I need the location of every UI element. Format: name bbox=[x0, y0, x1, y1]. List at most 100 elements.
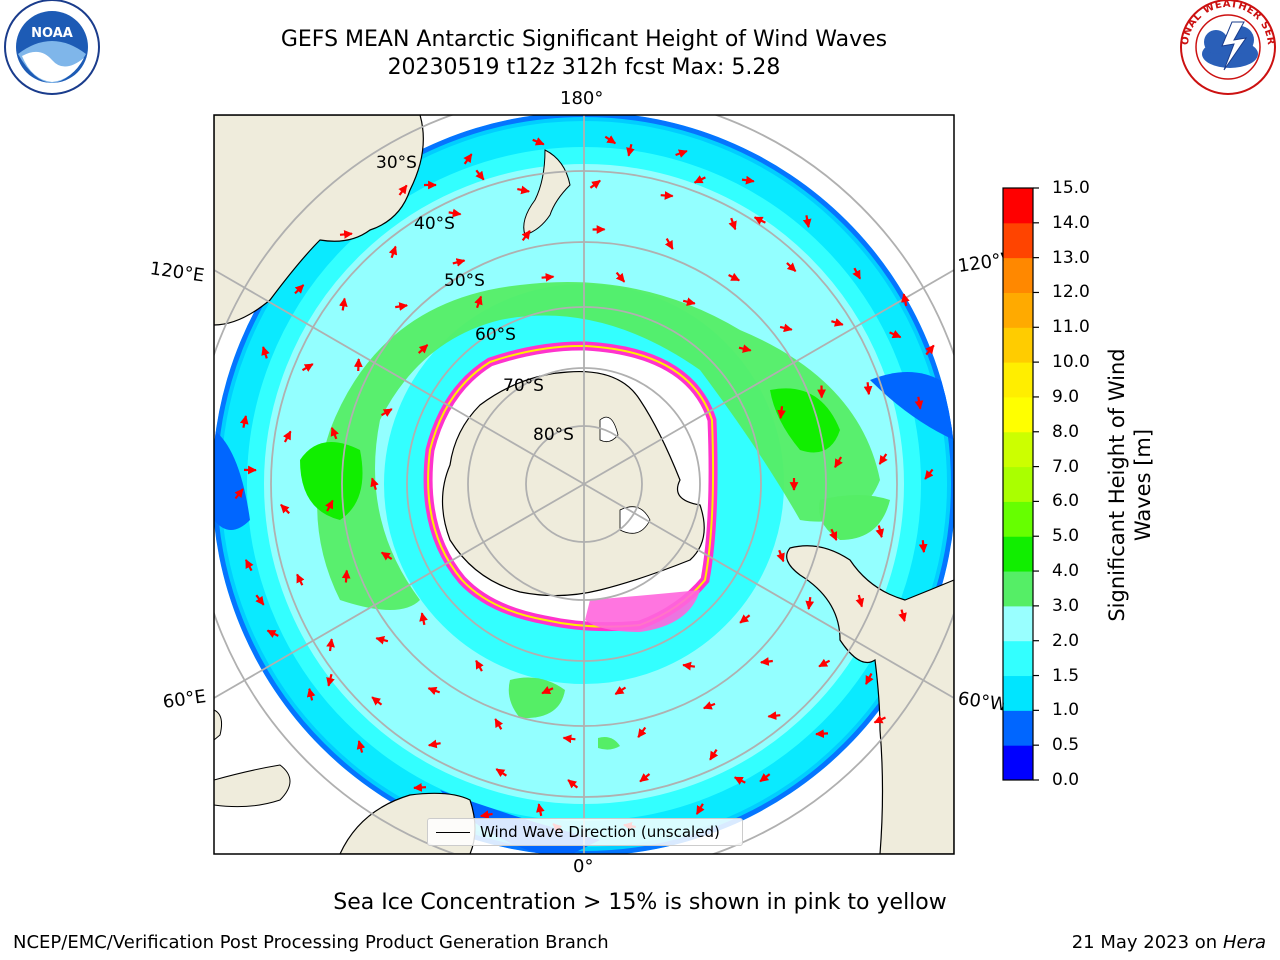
lat-label-60s: 60°S bbox=[475, 325, 516, 345]
wave-direction-arrow bbox=[818, 658, 831, 668]
wave-direction-arrow bbox=[878, 453, 888, 465]
colorbar-segment bbox=[1003, 362, 1033, 398]
wave-direction-arrow bbox=[239, 415, 249, 428]
wave-direction-arrow bbox=[541, 685, 554, 695]
wave-direction-arrow bbox=[306, 687, 316, 701]
wave-direction-arrow bbox=[388, 245, 398, 259]
wave-direction-arrow bbox=[326, 638, 335, 652]
wave-direction-arrow bbox=[427, 739, 441, 749]
south-america-landmass bbox=[786, 545, 954, 854]
wave-direction-arrow bbox=[452, 258, 466, 267]
colorbar-segment bbox=[1003, 675, 1033, 711]
lon-label-180: 180° bbox=[560, 88, 604, 109]
wave-direction-arrow bbox=[536, 803, 545, 817]
wave-direction-arrow bbox=[380, 551, 393, 561]
lat-label-40s: 40°S bbox=[414, 214, 455, 234]
wave-direction-arrow bbox=[339, 230, 353, 239]
wave-direction-arrow bbox=[767, 711, 781, 721]
nws-logo-text: NATIONAL WEATHER SERVICE bbox=[0, 0, 1276, 46]
wave-direction-arrow bbox=[831, 318, 844, 327]
wave-direction-arrow bbox=[532, 137, 545, 146]
madagascar-landmass bbox=[214, 764, 291, 808]
wave-direction-arrow bbox=[296, 573, 305, 586]
wave-direction-arrow bbox=[326, 673, 335, 687]
colorbar-tick-label: 10.0 bbox=[1052, 352, 1090, 373]
footer-credit: NCEP/EMC/Verification Post Processing Pr… bbox=[13, 932, 609, 953]
wave-direction-arrow bbox=[475, 659, 484, 672]
wave-direction-arrow bbox=[244, 559, 254, 572]
wave-direction-arrow bbox=[380, 408, 393, 417]
wave-direction-arrow bbox=[889, 329, 902, 339]
wave-direction-arrow bbox=[863, 382, 873, 396]
colorbar-tick-label: 2.0 bbox=[1052, 630, 1080, 651]
colorbar-segment bbox=[1003, 257, 1033, 293]
wave-direction-arrow bbox=[918, 540, 928, 553]
colorbar-segment bbox=[1003, 710, 1033, 746]
colorbar-segment bbox=[1003, 431, 1033, 468]
wave-direction-arrow bbox=[341, 569, 351, 583]
antarctica-landmass bbox=[441, 370, 705, 597]
colorbar-tick-label: 9.0 bbox=[1052, 386, 1080, 407]
wave-direction-arrow bbox=[261, 346, 270, 359]
svg-text:NATIONAL WEATHER SERVICE: NATIONAL WEATHER SERVICE bbox=[0, 0, 1276, 46]
colorbar-tick-label: 1.0 bbox=[1052, 700, 1080, 721]
wave-direction-arrow bbox=[463, 153, 473, 165]
chart-subtitle: 20230519 t12z 312h fcst Max: 5.28 bbox=[387, 55, 781, 80]
colorbar-tick-label: 7.0 bbox=[1052, 456, 1080, 477]
wave-direction-arrow bbox=[294, 284, 305, 295]
noaa-logo-text: NOAA bbox=[31, 26, 73, 41]
wave-direction-arrow bbox=[924, 468, 934, 480]
chart-title: GEFS MEAN Antarctic Significant Height o… bbox=[280, 27, 888, 52]
colorbar-tick-label: 6.0 bbox=[1052, 491, 1080, 512]
map-frame bbox=[213, 114, 955, 855]
wave-direction-arrow bbox=[637, 726, 647, 738]
colorbar-tick-label: 0.5 bbox=[1052, 735, 1080, 756]
wave-direction-arrow bbox=[898, 609, 907, 622]
wave-direction-arrow bbox=[417, 344, 429, 354]
wave-direction-arrow bbox=[639, 773, 651, 783]
wave-direction-arrow bbox=[330, 426, 339, 440]
wave-direction-arrow bbox=[234, 488, 244, 500]
colorbar-segment bbox=[1003, 222, 1033, 259]
colorbar-segment bbox=[1003, 466, 1033, 502]
wave-direction-arrow bbox=[413, 783, 427, 792]
colorbar-tick-label: 8.0 bbox=[1052, 421, 1080, 442]
wave-direction-arrow bbox=[834, 456, 843, 469]
wave-direction-arrow bbox=[660, 191, 674, 200]
wave-direction-arrow bbox=[301, 363, 314, 372]
wave-direction-arrow bbox=[567, 779, 579, 789]
colorbar-segment bbox=[1003, 571, 1033, 607]
colorbar-segment bbox=[1003, 640, 1033, 677]
wave-direction-arrow bbox=[517, 185, 530, 195]
wave-direction-arrow bbox=[760, 657, 773, 666]
wave-direction-arrow bbox=[266, 629, 279, 638]
colorbar bbox=[1003, 187, 1039, 781]
wave-direction-arrow bbox=[280, 503, 290, 515]
wave-direction-arrow bbox=[759, 773, 771, 783]
wave-direction-arrow bbox=[614, 686, 627, 696]
colorbar-tick-label: 12.0 bbox=[1052, 282, 1090, 303]
wave-direction-arrow bbox=[695, 803, 705, 815]
wave-direction-arrow bbox=[682, 297, 696, 306]
footer-date-text: 21 May 2023 on bbox=[1071, 932, 1218, 953]
lat-label-70s: 70°S bbox=[503, 376, 544, 396]
wave-direction-arrow bbox=[728, 272, 740, 282]
wave-direction-arrow bbox=[693, 175, 706, 184]
colorbar-segment bbox=[1003, 605, 1033, 642]
wave-direction-arrow bbox=[852, 267, 862, 280]
wave-direction-arrow bbox=[375, 635, 389, 645]
wave-direction-arrow bbox=[370, 477, 379, 491]
map-area: 30°S 40°S 50°S 60°S 70°S 80°S bbox=[214, 115, 954, 854]
wave-direction-arrow bbox=[427, 686, 441, 696]
colorbar-tick-label: 1.5 bbox=[1052, 665, 1080, 686]
colorbar-segment bbox=[1003, 536, 1033, 572]
wave-direction-arrow bbox=[398, 184, 408, 196]
latitude-labels: 30°S 40°S 50°S 60°S 70°S 80°S bbox=[376, 153, 574, 445]
wave-direction-arrow bbox=[925, 344, 935, 356]
black-line-icon bbox=[436, 831, 470, 833]
wave-direction-arrow bbox=[901, 293, 910, 307]
wave-direction-arrow bbox=[356, 740, 366, 753]
wave-direction-arrow bbox=[395, 302, 408, 311]
sea-ice-note: Sea Ice Concentration > 15% is shown in … bbox=[333, 890, 947, 915]
